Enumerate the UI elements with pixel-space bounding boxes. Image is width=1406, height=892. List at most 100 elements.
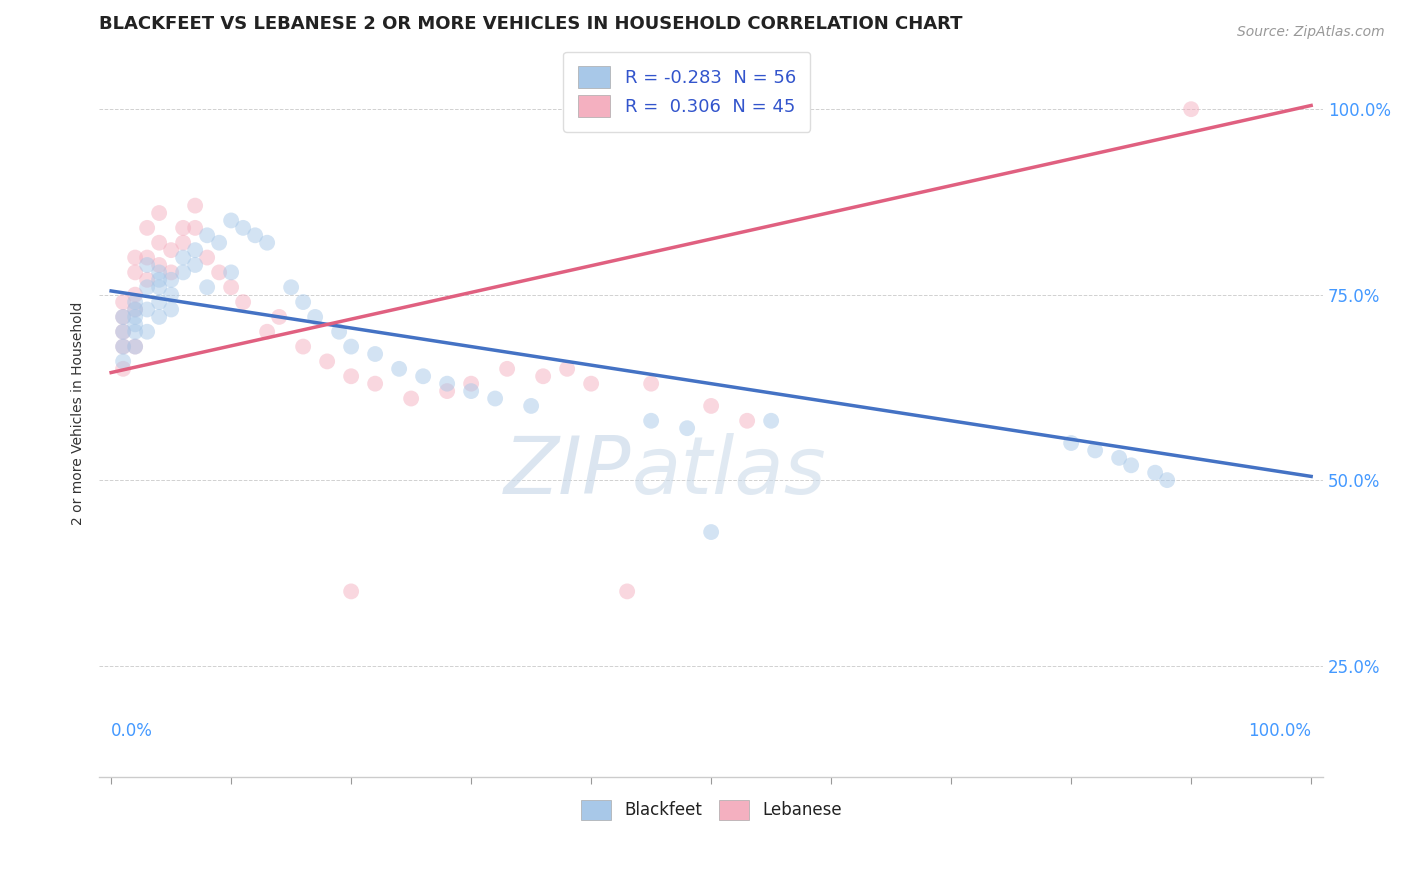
Point — [243, 228, 266, 243]
Point — [148, 280, 170, 294]
Point — [184, 258, 207, 272]
Point — [531, 369, 554, 384]
Point — [124, 318, 146, 332]
Point — [172, 220, 194, 235]
Point — [172, 235, 194, 250]
Point — [160, 265, 183, 279]
Point — [496, 361, 519, 376]
Point — [256, 325, 278, 339]
Text: 0.0%: 0.0% — [111, 723, 153, 740]
Point — [112, 295, 135, 310]
Text: BLACKFEET VS LEBANESE 2 OR MORE VEHICLES IN HOUSEHOLD CORRELATION CHART: BLACKFEET VS LEBANESE 2 OR MORE VEHICLES… — [100, 15, 963, 33]
Point — [124, 251, 146, 265]
Point — [1108, 450, 1130, 465]
Point — [184, 243, 207, 257]
Point — [148, 265, 170, 279]
Point — [1084, 443, 1107, 458]
Point — [219, 265, 242, 279]
Point — [280, 280, 302, 294]
Point — [399, 392, 422, 406]
Point — [148, 310, 170, 324]
Point — [195, 228, 218, 243]
Point — [160, 287, 183, 301]
Point — [136, 251, 159, 265]
Point — [148, 295, 170, 310]
Point — [124, 295, 146, 310]
Text: 100.0%: 100.0% — [1249, 723, 1312, 740]
Point — [136, 273, 159, 287]
Point — [1156, 473, 1178, 487]
Point — [112, 354, 135, 368]
Text: atlas: atlas — [631, 433, 827, 510]
Point — [316, 354, 339, 368]
Point — [136, 325, 159, 339]
Point — [364, 376, 387, 391]
Point — [136, 302, 159, 317]
Point — [184, 220, 207, 235]
Point — [136, 280, 159, 294]
Point — [412, 369, 434, 384]
Text: Source: ZipAtlas.com: Source: ZipAtlas.com — [1237, 25, 1385, 39]
Point — [124, 325, 146, 339]
Point — [700, 399, 723, 413]
Point — [460, 384, 482, 398]
Point — [148, 258, 170, 272]
Point — [232, 295, 254, 310]
Point — [112, 325, 135, 339]
Point — [124, 302, 146, 317]
Point — [700, 524, 723, 539]
Point — [112, 361, 135, 376]
Y-axis label: 2 or more Vehicles in Household: 2 or more Vehicles in Household — [72, 301, 86, 525]
Point — [136, 220, 159, 235]
Point — [484, 392, 506, 406]
Point — [616, 584, 638, 599]
Point — [1121, 458, 1143, 473]
Point — [1060, 436, 1083, 450]
Point — [160, 273, 183, 287]
Point — [436, 384, 458, 398]
Text: ZIP: ZIP — [505, 433, 631, 510]
Point — [292, 295, 315, 310]
Point — [328, 325, 350, 339]
Point — [460, 376, 482, 391]
Point — [256, 235, 278, 250]
Point — [388, 361, 411, 376]
Point — [148, 235, 170, 250]
Point — [148, 206, 170, 220]
Point — [579, 376, 602, 391]
Point — [1144, 466, 1167, 480]
Point — [640, 414, 662, 428]
Point — [124, 310, 146, 324]
Point — [292, 340, 315, 354]
Point — [1180, 102, 1202, 116]
Point — [232, 220, 254, 235]
Point — [112, 340, 135, 354]
Point — [269, 310, 291, 324]
Point — [112, 310, 135, 324]
Point — [195, 251, 218, 265]
Point — [172, 251, 194, 265]
Point — [676, 421, 699, 435]
Point — [735, 414, 758, 428]
Point — [160, 243, 183, 257]
Point — [640, 376, 662, 391]
Point — [436, 376, 458, 391]
Point — [112, 310, 135, 324]
Point — [195, 280, 218, 294]
Point — [304, 310, 326, 324]
Point — [148, 273, 170, 287]
Point — [219, 280, 242, 294]
Point — [160, 302, 183, 317]
Point — [172, 265, 194, 279]
Point — [340, 369, 363, 384]
Point — [136, 258, 159, 272]
Point — [219, 213, 242, 227]
Point — [124, 340, 146, 354]
Point — [112, 325, 135, 339]
Point — [364, 347, 387, 361]
Point — [124, 340, 146, 354]
Point — [555, 361, 578, 376]
Point — [124, 265, 146, 279]
Point — [759, 414, 782, 428]
Point — [520, 399, 543, 413]
